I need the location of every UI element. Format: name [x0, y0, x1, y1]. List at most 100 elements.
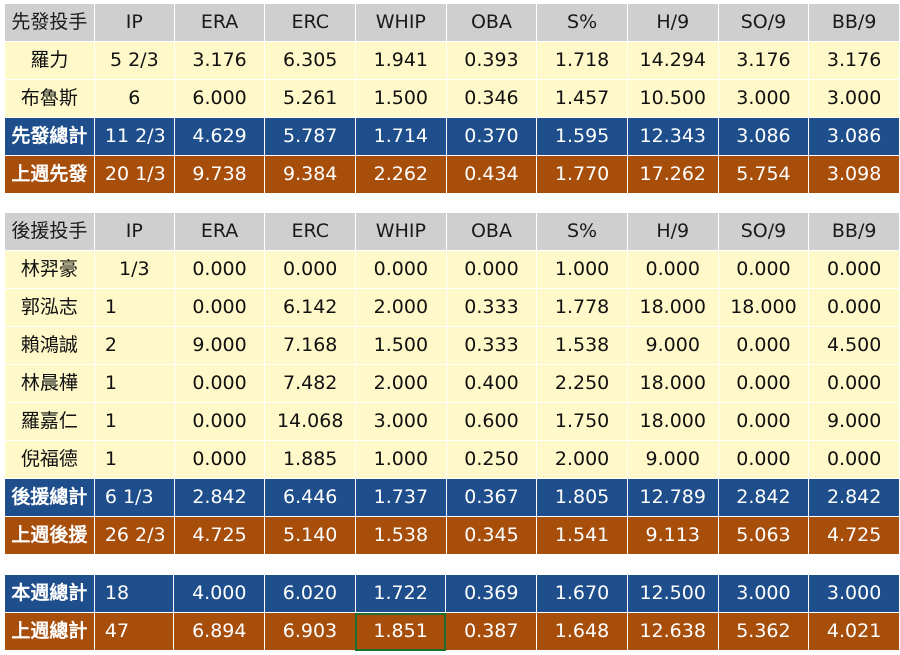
- stat-cell[interactable]: 9.384: [264, 155, 357, 194]
- stat-cell[interactable]: 2.262: [355, 155, 447, 194]
- stat-cell[interactable]: 0.393: [445, 41, 538, 80]
- header-cell[interactable]: S%: [536, 3, 628, 42]
- stat-cell[interactable]: 1.750: [536, 402, 628, 441]
- stat-cell[interactable]: 5.362: [717, 612, 810, 651]
- ip-cell[interactable]: 18: [93, 574, 175, 613]
- stat-cell[interactable]: 9.000: [626, 326, 719, 365]
- stat-cell[interactable]: 3.176: [717, 41, 810, 80]
- stat-cell[interactable]: 0.000: [626, 250, 719, 289]
- stat-cell[interactable]: 6.000: [173, 79, 266, 118]
- stat-cell[interactable]: 7.168: [264, 326, 357, 365]
- stat-cell[interactable]: 0.434: [445, 155, 538, 194]
- stat-cell[interactable]: 1.941: [355, 41, 447, 80]
- header-cell[interactable]: IP: [93, 212, 175, 251]
- stat-cell[interactable]: 1.670: [536, 574, 628, 613]
- header-cell[interactable]: WHIP: [355, 212, 447, 251]
- header-cell[interactable]: SO/9: [717, 3, 810, 42]
- stat-cell[interactable]: 12.500: [626, 574, 719, 613]
- header-cell[interactable]: H/9: [626, 212, 719, 251]
- stat-cell[interactable]: 4.000: [173, 574, 266, 613]
- player-name-cell[interactable]: 布魯斯: [4, 79, 95, 118]
- header-cell[interactable]: ERA: [173, 3, 266, 42]
- total-label-cell[interactable]: 先發總計: [4, 117, 95, 156]
- stat-cell[interactable]: 1.000: [355, 440, 447, 479]
- stat-cell[interactable]: 9.000: [173, 326, 266, 365]
- ip-cell[interactable]: 47: [93, 612, 175, 651]
- ip-cell[interactable]: 6: [93, 79, 175, 118]
- stat-cell[interactable]: 18.000: [626, 288, 719, 327]
- stat-cell[interactable]: 1.000: [536, 250, 628, 289]
- stat-cell[interactable]: 0.387: [445, 612, 538, 651]
- stat-cell[interactable]: 0.250: [445, 440, 538, 479]
- stat-cell[interactable]: 4.629: [173, 117, 266, 156]
- player-name-cell[interactable]: 賴鴻誠: [4, 326, 95, 365]
- total-label-cell[interactable]: 後援總計: [4, 478, 95, 517]
- stat-cell[interactable]: 5.787: [264, 117, 357, 156]
- stat-cell[interactable]: 1.538: [536, 326, 628, 365]
- stat-cell[interactable]: 5.754: [717, 155, 810, 194]
- stat-cell[interactable]: 1.538: [355, 516, 447, 555]
- stat-cell[interactable]: 2.000: [355, 364, 447, 403]
- stat-cell[interactable]: 1.595: [536, 117, 628, 156]
- stat-cell[interactable]: 0.000: [808, 364, 900, 403]
- stat-cell[interactable]: 0.000: [355, 250, 447, 289]
- last-week-label-cell[interactable]: 上週後援: [4, 516, 95, 555]
- ip-cell[interactable]: 20 1/3: [93, 155, 175, 194]
- stat-cell[interactable]: 0.000: [173, 402, 266, 441]
- header-cell[interactable]: 先發投手: [4, 3, 95, 42]
- stat-cell[interactable]: 2.842: [173, 478, 266, 517]
- stat-cell[interactable]: 3.098: [808, 155, 900, 194]
- stat-cell[interactable]: 14.068: [264, 402, 357, 441]
- stat-cell[interactable]: 4.725: [173, 516, 266, 555]
- stat-cell[interactable]: 3.000: [717, 574, 810, 613]
- player-name-cell[interactable]: 羅力: [4, 41, 95, 80]
- stat-cell[interactable]: 3.000: [808, 574, 900, 613]
- header-cell[interactable]: BB/9: [808, 212, 900, 251]
- stat-cell[interactable]: 1.718: [536, 41, 628, 80]
- stat-cell[interactable]: 0.370: [445, 117, 538, 156]
- selected-cell[interactable]: 1.851: [354, 612, 447, 651]
- stat-cell[interactable]: 1.648: [536, 612, 628, 651]
- stat-cell[interactable]: 9.738: [173, 155, 266, 194]
- stat-cell[interactable]: 12.638: [626, 612, 719, 651]
- ip-cell[interactable]: 1/3: [93, 250, 175, 289]
- stat-cell[interactable]: 0.000: [173, 288, 266, 327]
- stat-cell[interactable]: 0.000: [264, 250, 357, 289]
- stat-cell[interactable]: 0.346: [445, 79, 538, 118]
- ip-cell[interactable]: 1: [93, 440, 175, 479]
- player-name-cell[interactable]: 倪福德: [4, 440, 95, 479]
- stat-cell[interactable]: 6.020: [264, 574, 356, 613]
- stat-cell[interactable]: 5.063: [717, 516, 810, 555]
- stat-cell[interactable]: 1.722: [354, 574, 447, 613]
- stat-cell[interactable]: 0.000: [445, 250, 538, 289]
- stat-cell[interactable]: 4.725: [808, 516, 900, 555]
- stat-cell[interactable]: 2.000: [355, 288, 447, 327]
- stat-cell[interactable]: 0.333: [445, 288, 538, 327]
- player-name-cell[interactable]: 郭泓志: [4, 288, 95, 327]
- stat-cell[interactable]: 2.250: [536, 364, 628, 403]
- stat-cell[interactable]: 1.500: [355, 326, 447, 365]
- stat-cell[interactable]: 3.086: [717, 117, 810, 156]
- stat-cell[interactable]: 14.294: [626, 41, 719, 80]
- stat-cell[interactable]: 2.000: [536, 440, 628, 479]
- last-week-label-cell[interactable]: 上週總計: [4, 612, 95, 651]
- stat-cell[interactable]: 12.343: [626, 117, 719, 156]
- stat-cell[interactable]: 4.500: [808, 326, 900, 365]
- ip-cell[interactable]: 26 2/3: [93, 516, 175, 555]
- ip-cell[interactable]: 1: [93, 364, 175, 403]
- total-label-cell[interactable]: 本週總計: [4, 574, 95, 613]
- stat-cell[interactable]: 6.142: [264, 288, 357, 327]
- stat-cell[interactable]: 0.345: [445, 516, 538, 555]
- stat-cell[interactable]: 1.737: [355, 478, 447, 517]
- stat-cell[interactable]: 6.894: [173, 612, 266, 651]
- stat-cell[interactable]: 5.261: [264, 79, 357, 118]
- ip-cell[interactable]: 2: [93, 326, 175, 365]
- header-cell[interactable]: WHIP: [355, 3, 447, 42]
- header-cell[interactable]: ERC: [264, 3, 357, 42]
- header-cell[interactable]: BB/9: [808, 3, 900, 42]
- stat-cell[interactable]: 5.140: [264, 516, 357, 555]
- stat-cell[interactable]: 18.000: [717, 288, 810, 327]
- stat-cell[interactable]: 0.000: [717, 250, 810, 289]
- ip-cell[interactable]: 1: [93, 402, 175, 441]
- ip-cell[interactable]: 6 1/3: [93, 478, 175, 517]
